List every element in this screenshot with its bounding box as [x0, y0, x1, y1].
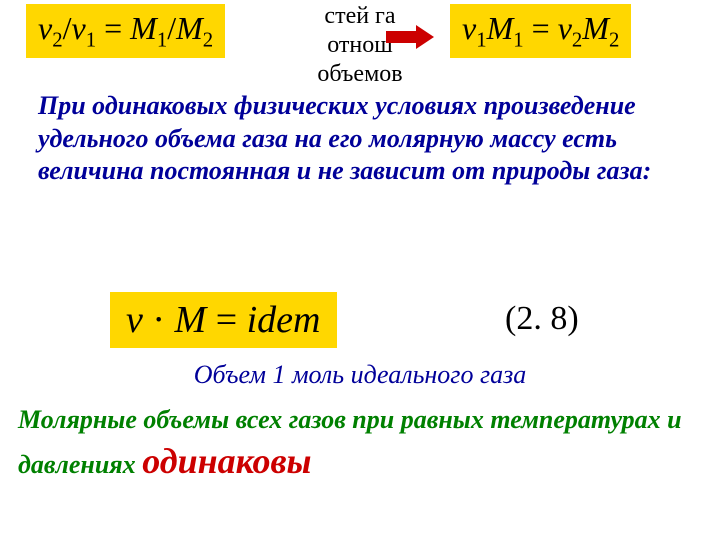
bg-line-3: объемов [0, 60, 720, 89]
var-v: v [72, 10, 86, 46]
var-M: M [176, 10, 203, 46]
sub-1: 1 [476, 28, 486, 51]
main-statement: При одинаковых физических условиях произ… [38, 90, 698, 188]
bottom-green-text: Молярные объемы всех газов при равных те… [18, 405, 682, 479]
var-M: M [582, 10, 609, 46]
bottom-statement: Молярные объемы всех газов при равных те… [18, 402, 708, 486]
slash: / [167, 10, 176, 46]
var-v: v [126, 299, 143, 341]
idem: idem [247, 299, 321, 341]
var-v: v [38, 10, 52, 46]
slash: / [63, 10, 72, 46]
bottom-red-text: одинаковы [142, 441, 311, 481]
caption: Объем 1 моль идеального газа [0, 360, 720, 390]
sub-2: 2 [609, 28, 619, 51]
formula-left: v2/v1 = M1/M2 [26, 4, 225, 58]
sub-1: 1 [513, 28, 523, 51]
formula-right: v1M1 = v2M2 [450, 4, 631, 58]
sub-2: 2 [572, 28, 582, 51]
formula-center: v · M = idem [110, 292, 337, 348]
equation-number: (2. 8) [505, 300, 579, 338]
dot: · [143, 299, 175, 341]
sub-1: 1 [157, 28, 167, 51]
equals: = [96, 10, 130, 46]
top-section: стей га отнош объемов v2/v1 = M1/M2 v1M1… [0, 0, 720, 86]
var-v: v [558, 10, 572, 46]
var-M: M [487, 10, 514, 46]
var-M: M [175, 299, 207, 341]
var-v: v [462, 10, 476, 46]
sub-1: 1 [86, 28, 96, 51]
sub-2: 2 [52, 28, 62, 51]
var-M: M [130, 10, 157, 46]
equals: = [206, 299, 246, 341]
equals: = [524, 10, 558, 46]
sub-2: 2 [203, 28, 213, 51]
